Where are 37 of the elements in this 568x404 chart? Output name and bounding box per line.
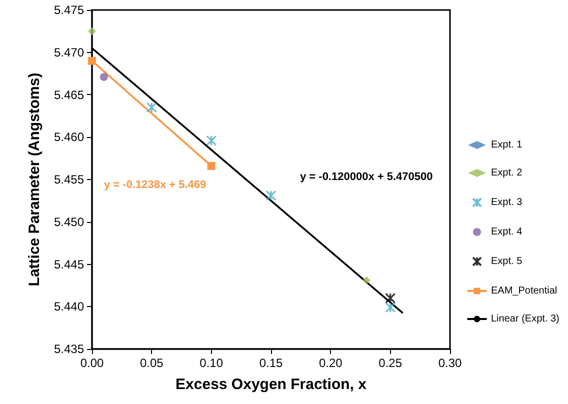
x-tick-label: 0.25 xyxy=(378,356,402,370)
y-tick-label: 5.475 xyxy=(54,3,84,17)
legend-label: EAM_Potential xyxy=(491,286,558,296)
point xyxy=(362,276,370,284)
x-tick-label: 0.20 xyxy=(318,356,343,370)
x-tick-label: 0.05 xyxy=(140,356,164,370)
annotation: y = -0.1238x + 5.469 xyxy=(104,179,206,191)
point xyxy=(88,56,96,65)
point xyxy=(207,162,216,170)
legend-label: Expt. 5 xyxy=(491,256,523,267)
legend-label: Linear (Expt. 3) xyxy=(491,314,560,324)
point xyxy=(100,72,108,81)
point xyxy=(266,190,276,201)
point xyxy=(385,292,396,304)
point xyxy=(206,135,217,146)
legend-label: Expt. 1 xyxy=(491,140,523,150)
x-tick-label: 0.00 xyxy=(80,356,104,370)
y-tick-label: 5.445 xyxy=(54,257,84,272)
y-tick-label: 5.460 xyxy=(54,130,84,144)
y-tick-label: 5.435 xyxy=(54,342,84,356)
legend-label: Expt. 3 xyxy=(491,197,523,208)
annotation: y = -0.120000x + 5.470500 xyxy=(300,171,433,183)
y-tick-label: 5.465 xyxy=(54,88,84,102)
point xyxy=(146,102,157,113)
x-tick-label: 0.30 xyxy=(438,356,462,370)
point xyxy=(385,302,396,313)
y-tick-label: 5.470 xyxy=(54,45,84,60)
x-tick-label: 0.15 xyxy=(259,356,283,370)
point xyxy=(88,27,96,36)
legend-label: Expt. 2 xyxy=(491,168,523,178)
y-axis-title: Lattice Parameter (Angstoms) xyxy=(26,72,43,286)
y-tick-label: 5.450 xyxy=(54,214,84,229)
legend-label: Expt. 4 xyxy=(491,226,523,238)
x-axis-title: Excess Oxygen Fraction, x xyxy=(176,376,368,393)
x-tick-label: 0.10 xyxy=(200,356,224,370)
y-tick-label: 5.455 xyxy=(54,172,84,186)
y-tick-label: 5.440 xyxy=(54,300,84,314)
